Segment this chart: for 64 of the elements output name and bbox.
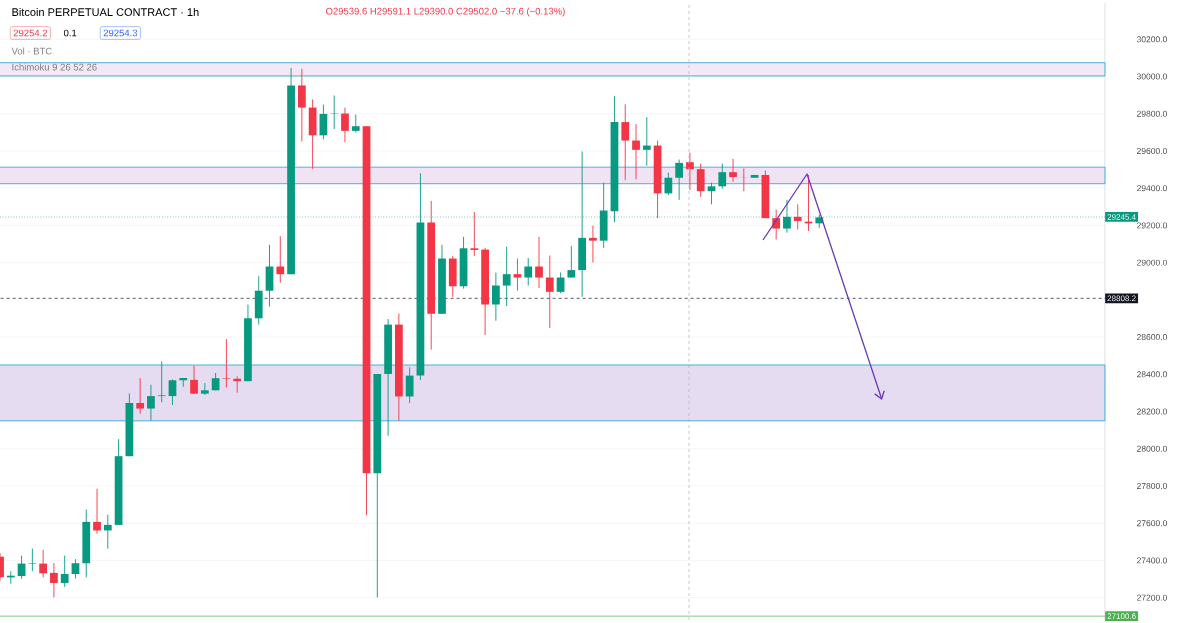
candlestick	[567, 245, 576, 278]
candlestick	[28, 548, 37, 572]
y-tick-label: 27800.0	[1137, 482, 1167, 489]
candlestick	[71, 558, 80, 579]
candlestick	[621, 103, 630, 181]
annotation: 29254.3	[103, 29, 138, 37]
annotation: Vol · BTC	[11, 47, 52, 55]
candlestick	[60, 555, 69, 588]
candlestick	[492, 272, 500, 322]
candlestick	[341, 107, 349, 143]
candlestick	[136, 377, 145, 415]
y-tick-label: 27400.0	[1137, 557, 1167, 564]
candlestick	[470, 211, 479, 257]
candlestick	[793, 203, 802, 230]
y-tick-label: 28600.0	[1137, 334, 1167, 341]
candlestick	[664, 172, 673, 196]
candlestick	[222, 338, 231, 388]
chart-title: Bitcoin PERPETUAL CONTRACT · 1h	[12, 7, 199, 17]
candlestick	[351, 114, 360, 133]
candlestick	[589, 225, 597, 263]
y-tick-label: 30000.0	[1136, 73, 1167, 80]
candlestick	[707, 182, 716, 205]
y-tick-label: 28000.0	[1137, 445, 1167, 452]
ref-line-label: 28808.2	[1107, 295, 1136, 302]
y-tick-label: 29400.0	[1137, 185, 1167, 192]
candlestick	[502, 246, 511, 307]
candlestick	[276, 235, 285, 284]
candlestick	[513, 258, 522, 292]
candlestick	[103, 514, 112, 550]
annotation: 29254.2	[13, 29, 48, 37]
candlestick	[39, 549, 48, 578]
y-tick-label: 29600.0	[1137, 147, 1167, 154]
candlestick	[405, 366, 414, 404]
candlestick	[524, 257, 533, 286]
candlestick	[772, 209, 781, 240]
candlestick	[632, 123, 640, 180]
annotation: O29539.6 H29591.1 L29390.0 C29502.0 −37.6 (−0.13%)	[326, 7, 565, 17]
candlestick	[729, 158, 737, 183]
candlestick	[297, 68, 306, 142]
candlestick	[535, 236, 543, 289]
candlestick	[157, 360, 166, 403]
candlestick	[675, 159, 684, 201]
y-tick-label: 27200.0	[1137, 594, 1167, 601]
y-tick-label: 28400.0	[1137, 371, 1167, 378]
annotation: Ichimoku 9 26 52 26	[12, 63, 97, 71]
ref-line-label: 27100.6	[1107, 613, 1136, 619]
candlestick	[190, 365, 198, 395]
y-tick-label: 27600.0	[1137, 520, 1167, 527]
candlestick	[642, 116, 651, 167]
candlestick	[696, 163, 705, 198]
candlestick	[168, 379, 177, 406]
candlestick	[93, 488, 101, 535]
y-tick-label: 28200.0	[1137, 408, 1167, 415]
annotation: 0.1	[63, 29, 77, 37]
candlestick	[686, 152, 694, 191]
y-tick-label: 30200.0	[1136, 36, 1167, 43]
y-tick-label: 29200.0	[1137, 222, 1167, 229]
candlestick	[545, 255, 554, 329]
candlestick	[718, 163, 727, 190]
ref-line-label: 29245.4	[1107, 214, 1136, 220]
y-tick-label: 29000.0	[1137, 259, 1167, 266]
candlestick	[147, 384, 155, 422]
candlestick	[50, 562, 58, 598]
y-tick-label: 29800.0	[1137, 110, 1167, 117]
